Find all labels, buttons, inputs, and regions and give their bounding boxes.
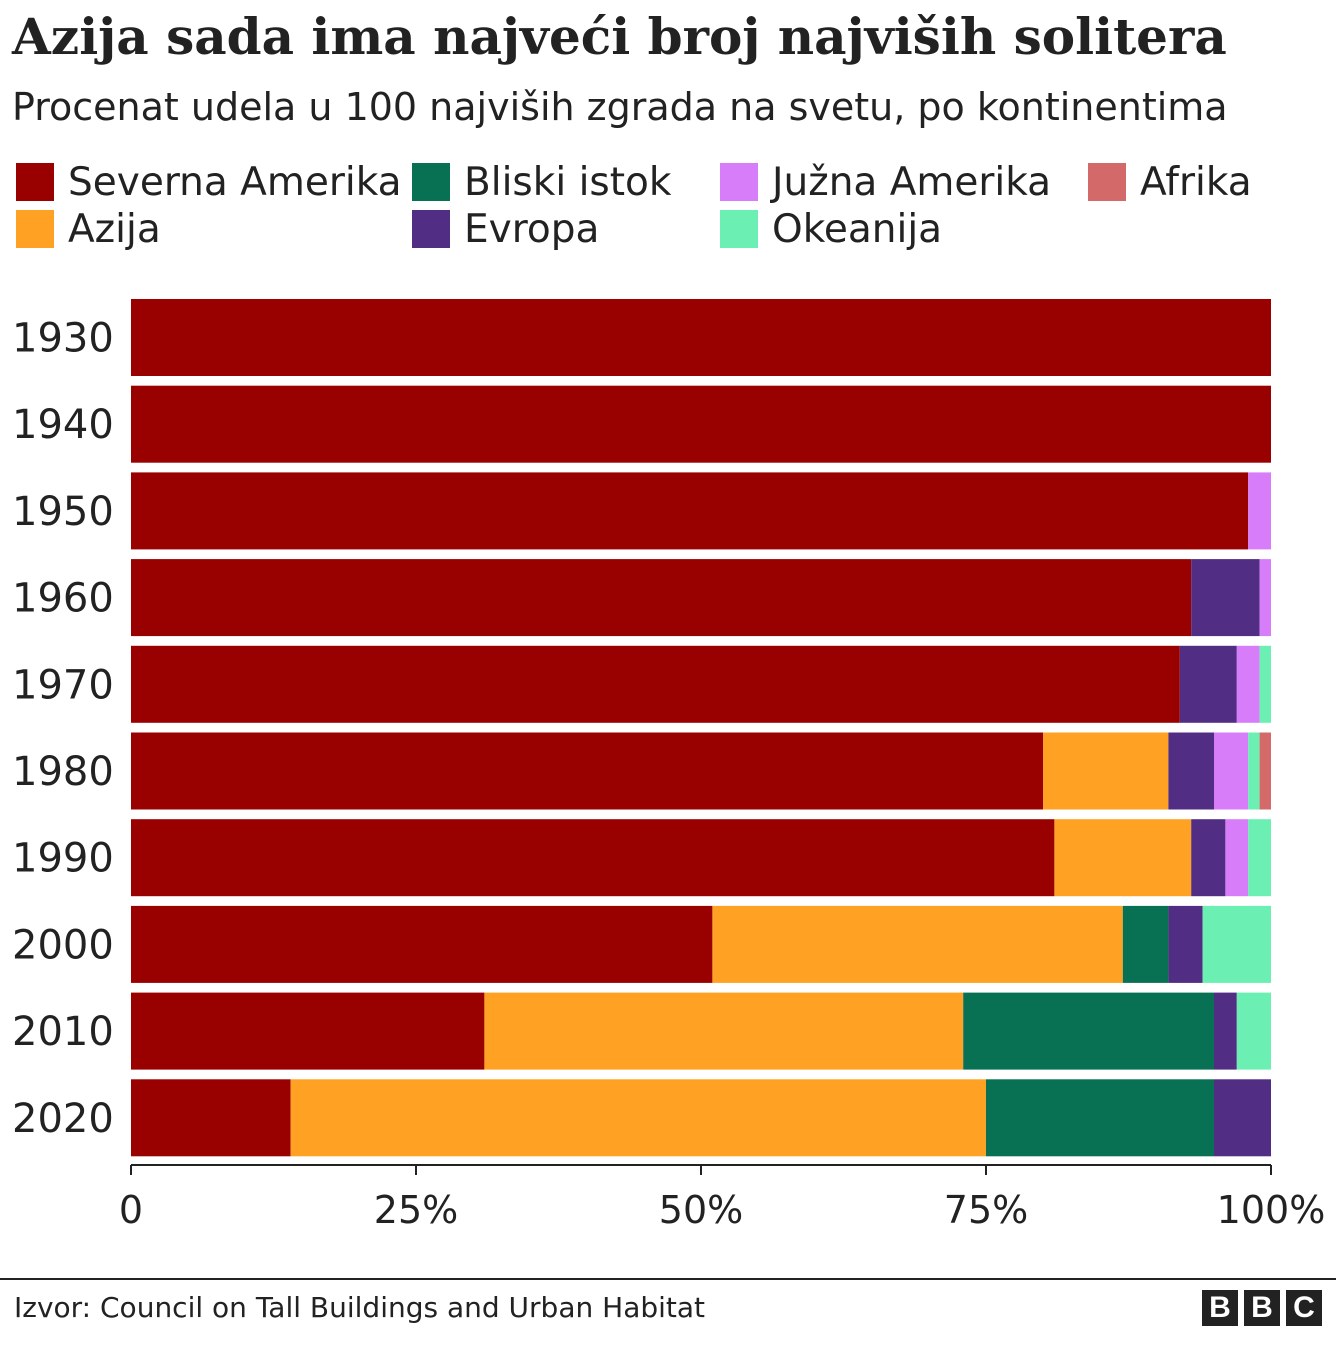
legend-swatch [412,163,450,201]
legend-item-azija: Azija [16,206,161,252]
bar-segment-1990-azija [1054,819,1192,897]
bbc-logo-letter: B [1244,1290,1280,1326]
bbc-logo: B B C [1202,1290,1322,1326]
legend-label: Afrika [1140,159,1252,205]
bar-segment-1960-južna-amerika [1259,559,1271,637]
bar-segment-1980-okeanija [1248,732,1260,810]
bar-segment-1970-okeanija [1259,645,1271,723]
bar-segment-2000-evropa [1168,905,1203,983]
bar-segment-1970-južna-amerika [1236,645,1260,723]
legend: Severna Amerika Azija Bliski istok Evrop… [0,0,1336,260]
year-label: 1950 [12,489,114,535]
bar-segment-1990-okeanija [1248,819,1271,897]
bar-segment-1980-azija [1043,732,1169,810]
bar-segment-1960-evropa [1191,559,1260,637]
bar-segment-2010-azija [484,992,964,1070]
bar-segment-2010-evropa [1214,992,1237,1070]
bar-segment-1970-evropa [1179,645,1237,723]
x-tick-label: 100% [1217,1188,1326,1232]
bar-segment-2010-severna-amerika [131,992,485,1070]
bar-segment-1970-severna-amerika [131,645,1180,723]
bar-segment-2010-okeanija [1236,992,1271,1070]
legend-item-okeanija: Okeanija [720,206,942,252]
year-label: 2000 [12,922,114,968]
legend-swatch [720,163,758,201]
bar-segment-1930-severna-amerika [131,299,1271,376]
x-tick-label: 0 [119,1188,143,1232]
bar-segment-1960-severna-amerika [131,559,1192,637]
bar-segment-2010-bliski-istok [963,992,1214,1070]
bar-segment-1980-evropa [1168,732,1214,810]
bar-segment-1980-afrika [1259,732,1271,810]
year-label: 1940 [12,402,114,448]
bar-segment-1990-južna-amerika [1225,819,1249,897]
x-tick-label: 50% [659,1188,743,1232]
legend-item-severna-amerika: Severna Amerika [16,159,402,205]
bar-segment-1980-južna-amerika [1214,732,1249,810]
year-label: 1990 [12,836,114,882]
bar-segment-1940-severna-amerika [131,385,1271,463]
year-label: 1980 [12,749,114,795]
source-note: Izvor: Council on Tall Buildings and Urb… [14,1291,706,1324]
legend-label: Azija [68,206,161,252]
bar-segment-2020-azija [290,1079,987,1157]
bar-segment-1980-severna-amerika [131,732,1043,810]
bar-segment-1950-južna-amerika [1248,472,1271,550]
legend-label: Južna Amerika [772,159,1052,205]
year-label: 2010 [12,1009,114,1055]
chart-title: Azija sada ima najveći broj najviših sol… [12,7,1227,66]
bar-segment-2020-evropa [1214,1079,1271,1157]
legend-label: Evropa [464,206,600,252]
bar-segment-1990-severna-amerika [131,819,1055,897]
year-label: 2020 [12,1096,114,1142]
bar-segment-2000-okeanija [1202,905,1271,983]
x-tick-label: 25% [374,1188,458,1232]
stacked-bar-chart: 1930 1940 1950 1960 1970 1980 1990 2000 2010 2020… [12,299,1326,1232]
legend-swatch [720,210,758,248]
year-label: 1970 [12,662,114,708]
legend-swatch [16,163,54,201]
bar-segment-2020-bliski-istok [986,1079,1214,1157]
legend-item-bliski-istok: Bliski istok [412,159,671,205]
bar-segment-2000-bliski-istok [1122,905,1169,983]
bar-segment-2020-severna-amerika [131,1079,291,1157]
footer-divider [0,1278,1336,1280]
bar-segment-1950-severna-amerika [131,472,1249,550]
bar-segment-2000-severna-amerika [131,905,713,983]
year-label: 1960 [12,576,114,622]
chart-subtitle: Procenat udela u 100 najviših zgrada na … [12,85,1228,129]
bar-segment-1990-evropa [1191,819,1226,897]
bbc-logo-letter: B [1202,1290,1238,1326]
bbc-logo-letter: C [1286,1290,1322,1326]
bar-segment-2000-azija [712,905,1123,983]
x-tick-label: 75% [944,1188,1028,1232]
year-label: 1930 [12,316,114,362]
legend-label: Severna Amerika [68,159,402,205]
legend-item-evropa: Evropa [412,206,599,252]
legend-swatch [1088,163,1126,201]
legend-swatch [412,210,450,248]
legend-swatch [16,210,54,248]
legend-item-afrika: Afrika [1088,159,1252,205]
legend-item-juzna-amerika: Južna Amerika [720,159,1051,205]
legend-label: Okeanija [772,206,943,252]
legend-label: Bliski istok [464,159,672,205]
